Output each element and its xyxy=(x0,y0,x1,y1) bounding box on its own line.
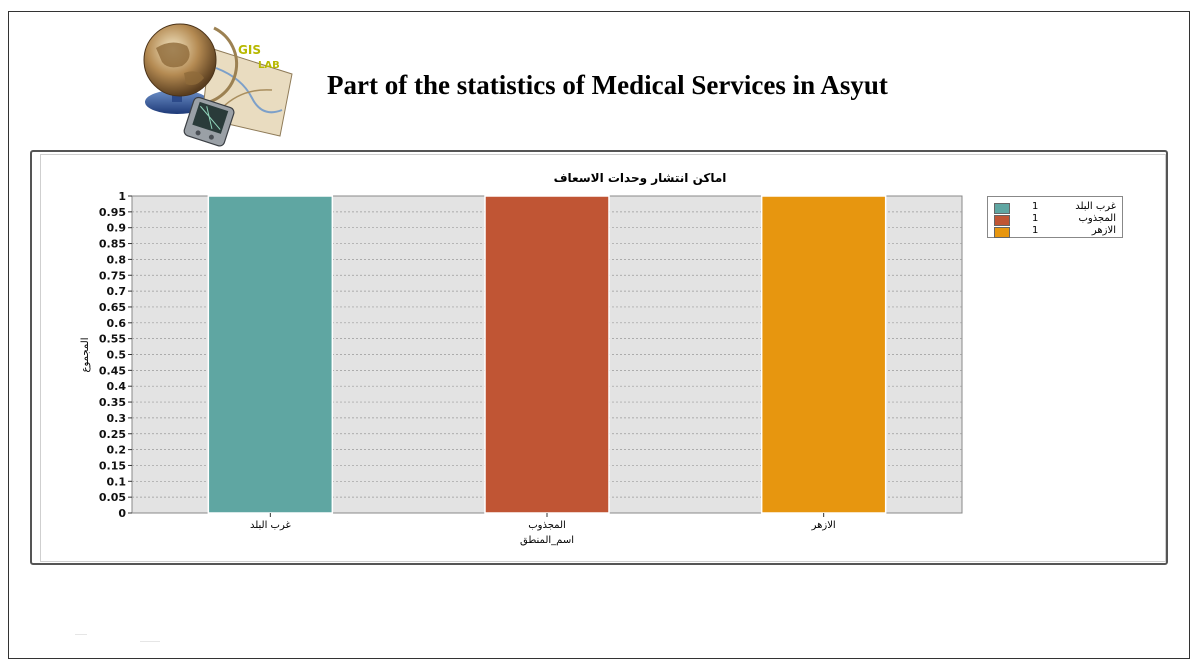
bar xyxy=(484,195,610,514)
y-tick-label: 0.25 xyxy=(99,428,126,441)
legend-item: 1 الازهر xyxy=(994,225,1118,238)
legend-value: 1 xyxy=(1032,201,1039,212)
y-tick-label: 1 xyxy=(118,190,126,203)
y-tick-label: 0.8 xyxy=(107,253,127,266)
y-tick-label: 0.05 xyxy=(99,491,126,504)
y-tick-labels: 0 0.05 0.1 0.15 0.2 0.25 0.3 0.35 0.4 0.45 0.5 0.55… xyxy=(99,190,132,520)
legend-label: المجذوب xyxy=(1078,213,1116,224)
y-tick-label: 0.65 xyxy=(99,301,126,314)
legend-value: 1 xyxy=(1032,225,1039,236)
y-tick-label: 0 xyxy=(118,507,126,520)
y-tick-label: 0.75 xyxy=(99,269,126,282)
y-tick-label: 0.1 xyxy=(107,475,127,488)
legend-item: 1 المجذوب xyxy=(994,213,1118,226)
faint-mark xyxy=(75,634,87,635)
y-tick-label: 0.4 xyxy=(107,380,127,393)
chart-panel-inner xyxy=(40,154,1166,562)
y-tick-label: 0.5 xyxy=(107,349,127,362)
legend-label: الازهر xyxy=(1091,225,1116,236)
x-axis-label: اسم_المنطق xyxy=(520,535,574,546)
page-frame xyxy=(8,11,1190,659)
y-tick-label: 0.45 xyxy=(99,364,126,377)
faint-mark xyxy=(140,641,160,642)
legend-value: 1 xyxy=(1032,213,1039,224)
y-tick-label: 0.55 xyxy=(99,333,126,346)
legend-swatch xyxy=(994,215,1010,226)
page-title: Part of the statistics of Medical Servic… xyxy=(327,70,888,100)
legend-swatch xyxy=(994,227,1010,238)
y-tick-label: 0.95 xyxy=(99,206,126,219)
y-tick-label: 0.3 xyxy=(107,412,127,425)
bar xyxy=(760,195,887,514)
logo-text-lab: LAB xyxy=(258,60,280,71)
x-tick-label: المجذوب xyxy=(528,520,566,531)
y-tick-label: 0.35 xyxy=(99,396,126,409)
y-tick-label: 0.9 xyxy=(107,222,127,235)
chart-legend: 1 غرب البلد 1 المجذوب 1 الازهر xyxy=(987,196,1123,238)
y-axis-label: المجموع xyxy=(80,338,91,373)
x-tick-label: الازهر xyxy=(811,520,836,531)
legend-label: غرب البلد xyxy=(1075,201,1116,212)
x-tick-labels: غرب البلد المجذوب الازهر xyxy=(250,513,836,531)
y-tick-label: 0.6 xyxy=(107,317,127,330)
x-tick-label: غرب البلد xyxy=(250,520,291,531)
y-tick-label: 0.7 xyxy=(107,285,127,298)
gis-lab-logo: GIS LAB xyxy=(143,23,293,147)
y-tick-label: 0.85 xyxy=(99,238,126,251)
bar xyxy=(207,195,334,514)
logo-text-gis: GIS xyxy=(238,43,261,57)
bars-group xyxy=(207,195,887,514)
legend-swatch xyxy=(994,203,1010,214)
legend-item: 1 غرب البلد xyxy=(994,201,1118,214)
y-tick-label: 0.2 xyxy=(107,444,127,457)
chart-title: اماكن انتشار وحدات الاسعاف xyxy=(554,171,727,186)
y-tick-label: 0.15 xyxy=(99,459,126,472)
